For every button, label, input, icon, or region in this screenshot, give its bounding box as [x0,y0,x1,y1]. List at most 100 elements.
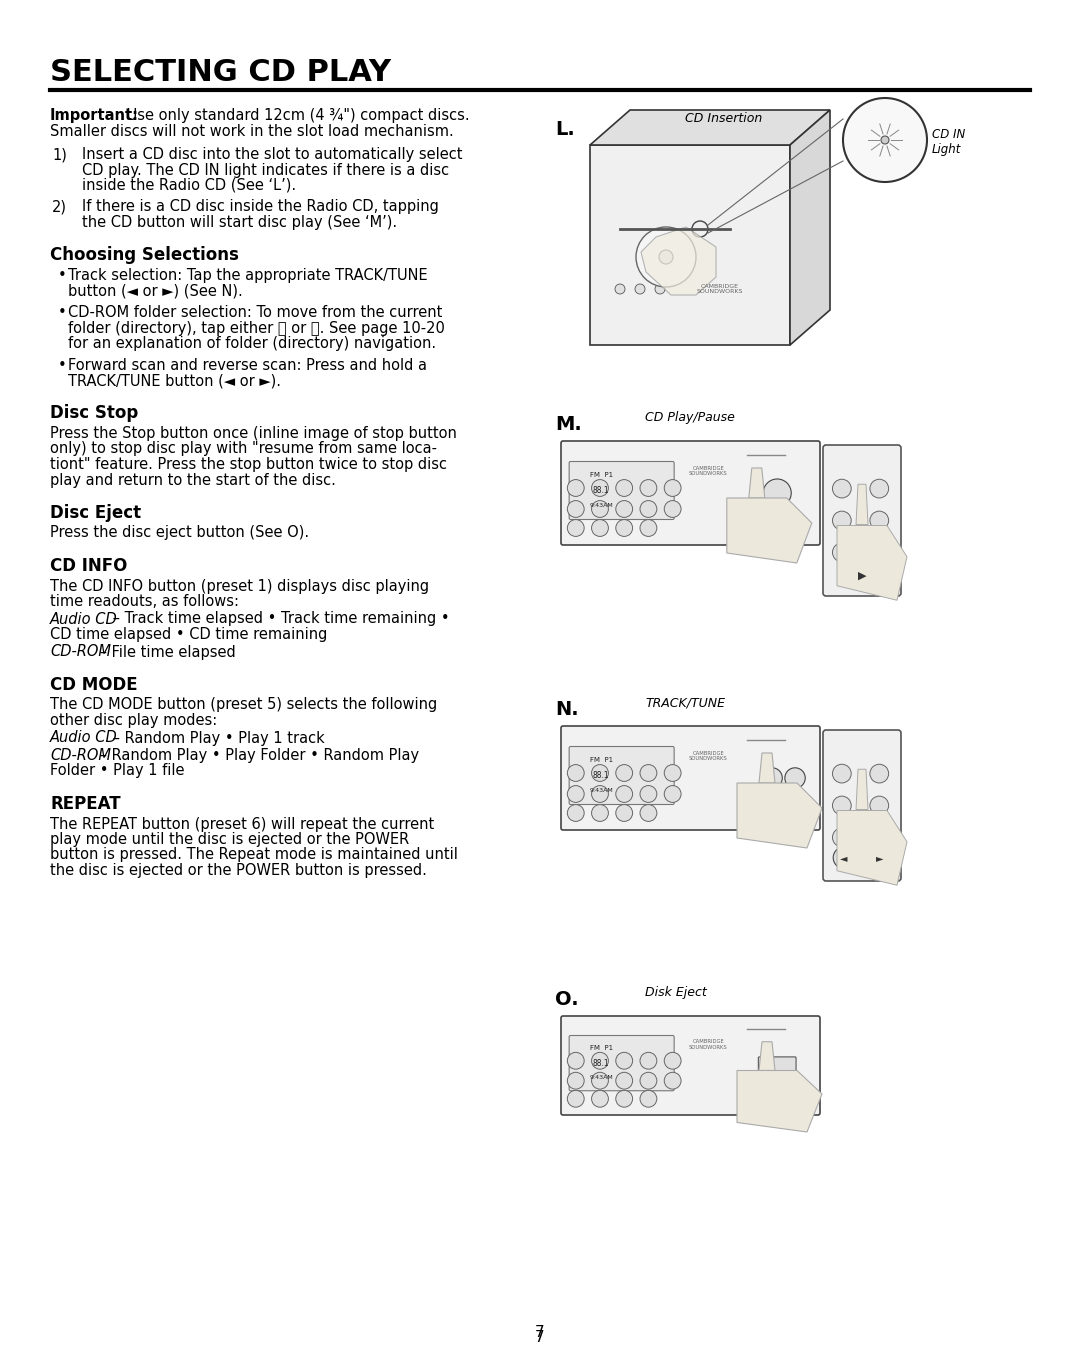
Text: The CD INFO button (preset 1) displays disc playing: The CD INFO button (preset 1) displays d… [50,579,429,594]
Circle shape [567,520,584,536]
Text: M.: M. [555,414,582,433]
Circle shape [640,501,657,517]
Circle shape [616,1053,633,1069]
Text: – Random Play • Play 1 track: – Random Play • Play 1 track [108,730,325,745]
Text: – Random Play • Play Folder • Random Play: – Random Play • Play Folder • Random Pla… [95,748,419,763]
FancyBboxPatch shape [561,726,820,830]
Polygon shape [856,769,868,810]
Text: folder (directory), tap either ⓦ or ⓧ. See page 10-20: folder (directory), tap either ⓦ or ⓧ. S… [68,320,445,336]
Polygon shape [856,485,868,525]
Text: tiont" feature. Press the stop button twice to stop disc: tiont" feature. Press the stop button tw… [50,458,447,472]
Text: CD-ROM folder selection: To move from the current: CD-ROM folder selection: To move from th… [68,305,443,320]
Text: Smaller discs will not work in the slot load mechanism.: Smaller discs will not work in the slot … [50,123,454,139]
FancyBboxPatch shape [569,1035,674,1091]
FancyBboxPatch shape [758,1057,796,1075]
Circle shape [592,1091,608,1107]
Text: CD Play/Pause: CD Play/Pause [645,410,734,424]
Text: 9:43AM: 9:43AM [590,504,613,509]
Circle shape [833,828,851,846]
Circle shape [567,1091,584,1107]
Text: Audio CD: Audio CD [50,730,118,745]
Circle shape [764,479,792,508]
Text: button (◄ or ►) (See N).: button (◄ or ►) (See N). [68,284,243,298]
Circle shape [616,805,633,821]
FancyBboxPatch shape [569,747,674,805]
Circle shape [881,136,889,144]
Circle shape [567,501,584,517]
Circle shape [640,520,657,536]
Circle shape [592,479,608,497]
Circle shape [659,250,673,265]
Text: •: • [58,269,67,284]
Text: CD play. The CD IN light indicates if there is a disc: CD play. The CD IN light indicates if th… [82,162,449,177]
Circle shape [592,786,608,802]
Circle shape [592,520,608,536]
Text: CD Insertion: CD Insertion [685,112,762,126]
Circle shape [635,284,645,294]
Circle shape [640,786,657,802]
Text: FM  P1: FM P1 [590,757,612,763]
Text: CD IN: CD IN [932,127,966,140]
Circle shape [833,764,851,783]
Polygon shape [759,753,775,783]
Polygon shape [642,227,716,296]
Text: inside the Radio CD (See ‘L’).: inside the Radio CD (See ‘L’). [82,178,296,193]
Circle shape [833,846,854,868]
Circle shape [664,1053,681,1069]
Text: TRACK/TUNE: TRACK/TUNE [645,697,725,709]
Text: 9:43AM: 9:43AM [590,1075,613,1080]
Text: play mode until the disc is ejected or the POWER: play mode until the disc is ejected or t… [50,832,409,846]
Circle shape [567,786,584,802]
Circle shape [869,828,889,846]
Circle shape [869,479,889,498]
Circle shape [640,764,657,782]
Circle shape [616,501,633,517]
Text: 7: 7 [536,1324,544,1341]
Circle shape [654,284,665,294]
Text: SELECTING CD PLAY: SELECTING CD PLAY [50,58,391,86]
Circle shape [567,479,584,497]
Text: 88.1: 88.1 [593,771,609,780]
Text: Audio CD: Audio CD [50,612,118,626]
Text: L.: L. [555,120,575,139]
Text: 1): 1) [52,147,67,162]
Circle shape [616,764,633,782]
Circle shape [640,1072,657,1089]
FancyBboxPatch shape [569,462,674,520]
Text: Press the Stop button once (inline image of stop button: Press the Stop button once (inline image… [50,427,457,441]
Text: CD time elapsed • CD time remaining: CD time elapsed • CD time remaining [50,626,327,643]
Circle shape [664,1072,681,1089]
Polygon shape [727,498,812,563]
Text: Disc Stop: Disc Stop [50,405,138,423]
Circle shape [592,1053,608,1069]
Text: the disc is ejected or the POWER button is pressed.: the disc is ejected or the POWER button … [50,863,427,878]
Circle shape [636,227,696,288]
Text: CD MODE: CD MODE [50,676,137,694]
Circle shape [869,512,889,529]
FancyBboxPatch shape [561,441,820,545]
Polygon shape [590,144,789,346]
Text: play and return to the start of the disc.: play and return to the start of the disc… [50,472,336,487]
Text: ►: ► [876,853,883,863]
Circle shape [616,786,633,802]
Text: ◄: ◄ [840,853,848,863]
Circle shape [761,768,782,788]
Text: time readouts, as follows:: time readouts, as follows: [50,594,239,609]
Text: CD INFO: CD INFO [50,558,127,575]
Text: the CD button will start disc play (See ‘M’).: the CD button will start disc play (See … [82,215,397,230]
Text: button is pressed. The Repeat mode is maintained until: button is pressed. The Repeat mode is ma… [50,848,458,863]
Circle shape [592,805,608,821]
Circle shape [869,846,891,868]
Circle shape [616,520,633,536]
Text: Important:: Important: [50,108,139,123]
Circle shape [664,786,681,802]
FancyBboxPatch shape [561,1017,820,1115]
Text: REPEAT: REPEAT [50,795,121,813]
Text: only) to stop disc play with "resume from same loca-: only) to stop disc play with "resume fro… [50,441,437,456]
Circle shape [833,479,851,498]
Circle shape [592,1072,608,1089]
Text: 2): 2) [52,200,67,215]
Text: •: • [58,305,67,320]
Circle shape [833,796,851,815]
Text: CAMBRIDGE
SOUNDWORKS: CAMBRIDGE SOUNDWORKS [689,466,728,477]
